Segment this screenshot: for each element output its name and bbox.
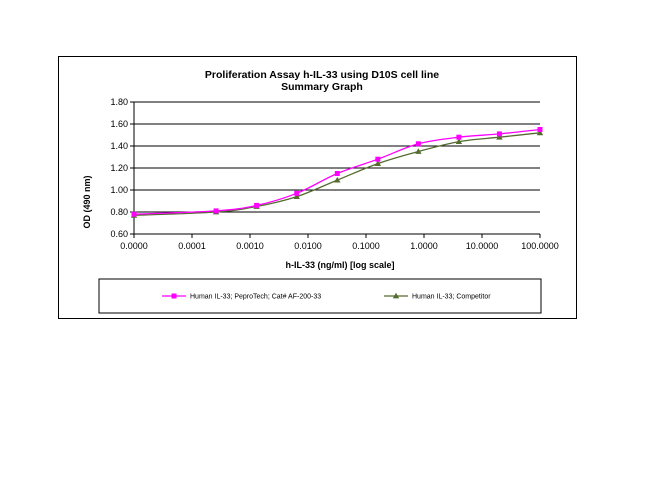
data-point bbox=[334, 171, 340, 176]
x-tick-label: 0.1000 bbox=[352, 241, 380, 251]
data-point bbox=[496, 131, 502, 137]
chart-svg: Proliferation Assay h-IL-33 using D10S c… bbox=[82, 69, 559, 314]
x-tick-label: 0.0001 bbox=[178, 241, 206, 251]
legend-marker bbox=[392, 292, 400, 299]
data-point bbox=[375, 156, 381, 162]
y-tick-label: 0.60 bbox=[110, 229, 128, 239]
legend-marker bbox=[171, 293, 177, 299]
x-tick-label: 1.0000 bbox=[410, 241, 438, 251]
data-point bbox=[496, 134, 503, 140]
y-tick-label: 1.60 bbox=[110, 119, 128, 129]
legend-label: Human IL-33; PeproTech; Cat# AF-200-33 bbox=[190, 294, 321, 301]
series-line bbox=[133, 132, 541, 216]
data-point bbox=[131, 211, 137, 217]
x-tick-label: 0.0010 bbox=[236, 241, 264, 251]
y-axis-label: OD (490 nm) bbox=[82, 175, 92, 228]
data-point bbox=[334, 176, 341, 183]
data-point bbox=[456, 134, 462, 140]
y-tick-label: 1.80 bbox=[110, 97, 128, 107]
x-axis-label: h-IL-33 (ng/ml) [log scale] bbox=[285, 260, 394, 270]
data-point bbox=[536, 129, 544, 136]
x-tick-label: 100.0000 bbox=[521, 241, 559, 251]
y-tick-label: 1.20 bbox=[110, 163, 128, 173]
data-point bbox=[294, 190, 300, 196]
y-tick-label: 0.80 bbox=[110, 207, 128, 217]
chart-title: Proliferation Assay h-IL-33 using D10S c… bbox=[205, 69, 439, 81]
x-tick-label: 10.0000 bbox=[466, 241, 499, 251]
series-line bbox=[133, 128, 541, 215]
chart-frame: Proliferation Assay h-IL-33 using D10S c… bbox=[58, 56, 577, 319]
data-point bbox=[537, 127, 543, 132]
data-point bbox=[254, 202, 260, 208]
chart-subtitle: Summary Graph bbox=[281, 81, 363, 93]
data-point bbox=[415, 148, 422, 154]
y-tick-label: 1.00 bbox=[110, 185, 128, 195]
y-tick-label: 1.40 bbox=[110, 141, 128, 151]
data-point bbox=[213, 208, 219, 214]
data-point bbox=[374, 160, 382, 166]
data-point bbox=[455, 138, 463, 144]
legend-label: Human IL-33; Competitor bbox=[412, 294, 491, 301]
data-point bbox=[293, 193, 300, 199]
data-point bbox=[415, 141, 421, 147]
x-tick-label: 0.0100 bbox=[294, 241, 322, 251]
x-tick-label: 0.0000 bbox=[120, 241, 148, 251]
